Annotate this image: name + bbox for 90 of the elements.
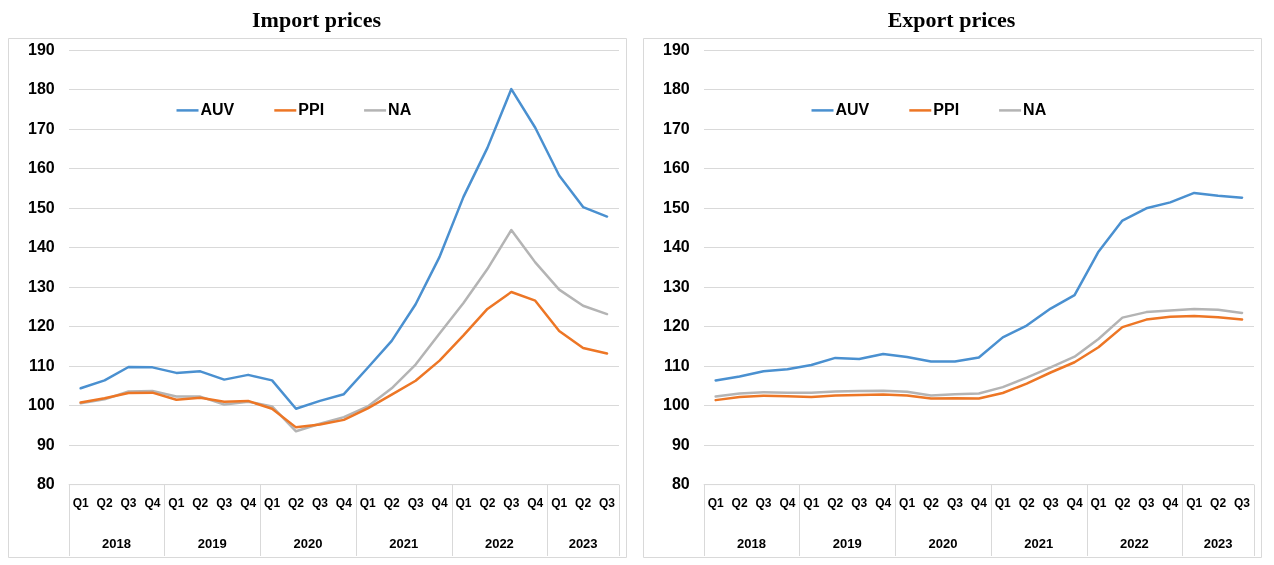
text: 2020	[293, 535, 323, 551]
legend-label: NA	[1023, 100, 1047, 118]
x-tick-label: Q2	[731, 496, 748, 511]
y-tick-label: 100	[27, 396, 55, 414]
y-tick-label: 160	[662, 159, 690, 177]
x-tick-label: Q1	[707, 496, 724, 511]
x-tick-label: Q3	[1138, 496, 1155, 511]
text: 2023	[568, 535, 598, 551]
y-tick-label: 170	[662, 119, 690, 137]
x-tick-label: Q1	[455, 496, 472, 511]
y-tick-label: 180	[27, 80, 55, 98]
y-tick-label: 80	[671, 475, 690, 493]
y-tick-label: 190	[662, 40, 690, 58]
x-tick-label: Q2	[1018, 496, 1036, 511]
text: 2020	[928, 535, 958, 551]
y-tick-label: 170	[27, 119, 55, 137]
legend-label: NA	[388, 100, 412, 118]
y-tick-label: 140	[662, 238, 690, 256]
y-tick-label: 90	[671, 435, 690, 453]
x-tick-label: Q2	[922, 496, 940, 511]
x-tick-label: Q4	[970, 496, 988, 511]
x-tick-label: Q1	[168, 496, 185, 511]
x-tick-label: Q3	[216, 496, 233, 511]
x-tick-label: Q1	[551, 496, 568, 511]
x-tick-label: Q1	[72, 496, 89, 511]
x-tick-label: Q2	[479, 496, 496, 511]
y-tick-label: 140	[27, 238, 55, 256]
x-tick-label: Q4	[144, 496, 161, 511]
chart-title: Export prices	[887, 6, 1016, 32]
text: 2018	[737, 535, 767, 551]
x-tick-label: Q1	[994, 496, 1012, 511]
x-tick-label: Q4	[1162, 496, 1179, 511]
x-tick-label: Q3	[1042, 496, 1059, 511]
legend-label: AUV	[200, 100, 235, 118]
x-tick-label: Q2	[827, 496, 844, 511]
x-tick-label: Q4	[1066, 496, 1083, 511]
y-tick-label: 120	[27, 317, 55, 335]
chart-title: Import prices	[252, 6, 382, 32]
y-tick-label: 90	[36, 435, 55, 453]
x-tick-label: Q1	[899, 496, 916, 511]
y-tick-label: 120	[662, 317, 690, 335]
x-tick-label: Q4	[335, 496, 353, 511]
x-tick-label: Q3	[851, 496, 868, 511]
text: 2022	[1119, 535, 1149, 551]
y-tick-label: 180	[662, 80, 690, 98]
x-tick-label: Q4	[875, 496, 892, 511]
x-tick-label: Q3	[1234, 496, 1251, 511]
x-tick-label: Q1	[359, 496, 377, 511]
x-tick-label: Q2	[192, 496, 209, 511]
text: 2021	[1024, 535, 1054, 551]
y-tick-label: 190	[27, 40, 55, 58]
y-tick-label: 110	[663, 356, 690, 374]
x-tick-label: Q1	[803, 496, 820, 511]
x-tick-label: Q2	[1114, 496, 1131, 511]
y-tick-label: 130	[27, 277, 55, 295]
x-tick-label: Q2	[383, 496, 401, 511]
x-tick-label: Q3	[755, 496, 772, 511]
text: 2018	[102, 535, 132, 551]
x-tick-label: Q3	[946, 496, 964, 511]
y-tick-label: 160	[27, 159, 55, 177]
x-tick-label: Q2	[96, 496, 113, 511]
x-tick-label: Q4	[779, 496, 796, 511]
x-tick-label: Q1	[1186, 496, 1203, 511]
x-tick-label: Q1	[1090, 496, 1107, 511]
x-tick-label: Q3	[407, 496, 424, 511]
x-tick-label: Q3	[311, 496, 329, 511]
legend-label: AUV	[835, 100, 870, 118]
text: 2023	[1203, 535, 1233, 551]
x-tick-label: Q3	[599, 496, 616, 511]
y-tick-label: 100	[662, 396, 690, 414]
x-tick-label: Q2	[575, 496, 592, 511]
text: 2019	[832, 535, 862, 551]
text: 2019	[197, 535, 227, 551]
y-tick-label: 150	[27, 198, 55, 216]
legend-label: PPI	[298, 100, 325, 118]
x-tick-label: Q2	[287, 496, 305, 511]
y-tick-label: 110	[28, 356, 55, 374]
x-tick-label: Q3	[503, 496, 520, 511]
x-tick-label: Q3	[120, 496, 137, 511]
x-tick-label: Q1	[264, 496, 281, 511]
x-tick-label: Q4	[240, 496, 257, 511]
y-tick-label: 130	[662, 277, 690, 295]
y-tick-label: 80	[36, 475, 55, 493]
legend-label: PPI	[933, 100, 960, 118]
text: 2021	[389, 535, 419, 551]
y-tick-label: 150	[662, 198, 690, 216]
x-tick-label: Q4	[527, 496, 544, 511]
x-tick-label: Q4	[431, 496, 448, 511]
x-tick-label: Q2	[1210, 496, 1227, 511]
text: 2022	[484, 535, 514, 551]
